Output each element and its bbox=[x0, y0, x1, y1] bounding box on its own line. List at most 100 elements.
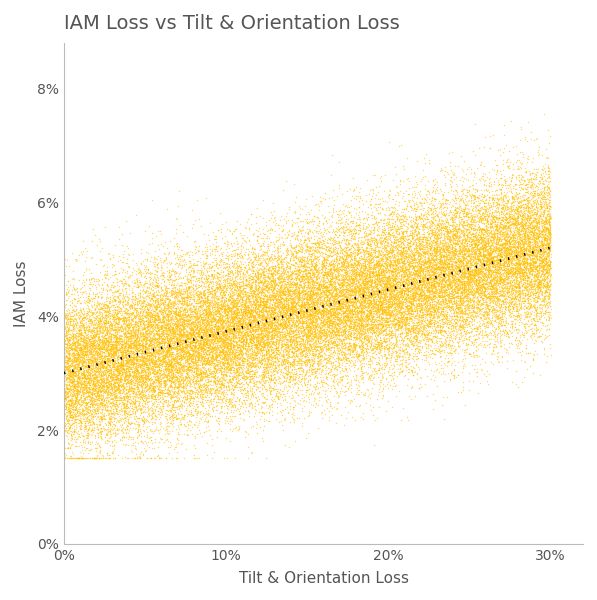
Point bbox=[91, 371, 101, 381]
Point bbox=[321, 284, 330, 293]
Point bbox=[387, 298, 397, 308]
Point bbox=[110, 337, 119, 347]
Point bbox=[297, 316, 306, 326]
Point bbox=[310, 368, 320, 377]
Point bbox=[275, 316, 285, 326]
Point bbox=[61, 333, 71, 343]
Point bbox=[118, 337, 128, 346]
Point bbox=[255, 311, 264, 320]
Point bbox=[160, 388, 170, 398]
Point bbox=[107, 365, 116, 375]
Point bbox=[340, 254, 349, 264]
Point bbox=[509, 277, 519, 287]
Point bbox=[69, 374, 79, 383]
Point bbox=[207, 369, 216, 379]
Point bbox=[237, 319, 247, 329]
Point bbox=[227, 317, 236, 327]
Point bbox=[487, 219, 496, 229]
Point bbox=[250, 286, 259, 295]
Point bbox=[365, 256, 374, 266]
Point bbox=[270, 263, 280, 273]
Point bbox=[158, 383, 168, 392]
Point bbox=[64, 379, 73, 389]
Point bbox=[331, 404, 341, 414]
Point bbox=[383, 257, 392, 267]
Point bbox=[244, 302, 253, 312]
Point bbox=[186, 328, 195, 337]
Point bbox=[387, 250, 397, 260]
Point bbox=[519, 230, 529, 239]
Point bbox=[364, 313, 374, 323]
Point bbox=[467, 279, 477, 289]
Point bbox=[507, 191, 517, 201]
Point bbox=[373, 275, 382, 285]
Point bbox=[482, 269, 491, 279]
Point bbox=[148, 386, 158, 395]
Point bbox=[478, 211, 487, 220]
Point bbox=[500, 217, 510, 227]
Point bbox=[155, 382, 164, 391]
Point bbox=[177, 378, 187, 388]
Point bbox=[106, 414, 116, 424]
Point bbox=[357, 338, 367, 348]
Point bbox=[193, 245, 202, 254]
Point bbox=[535, 251, 544, 261]
Point bbox=[497, 331, 506, 340]
Point bbox=[515, 278, 524, 287]
Point bbox=[494, 245, 504, 255]
Point bbox=[158, 308, 167, 317]
Point bbox=[537, 257, 547, 267]
Point bbox=[380, 307, 389, 316]
Point bbox=[140, 301, 150, 310]
Point bbox=[96, 380, 105, 390]
Point bbox=[521, 326, 531, 336]
Point bbox=[270, 356, 280, 365]
Point bbox=[396, 287, 406, 296]
Point bbox=[371, 297, 381, 307]
Point bbox=[507, 253, 516, 263]
Point bbox=[470, 252, 480, 262]
Point bbox=[263, 372, 272, 382]
Point bbox=[442, 317, 451, 327]
Point bbox=[384, 333, 393, 343]
Point bbox=[90, 439, 100, 448]
Point bbox=[256, 307, 266, 316]
Point bbox=[72, 362, 82, 371]
Point bbox=[202, 371, 211, 381]
Point bbox=[310, 332, 320, 342]
Point bbox=[64, 285, 74, 295]
Point bbox=[217, 321, 227, 331]
Point bbox=[322, 273, 332, 283]
Point bbox=[466, 190, 475, 200]
Point bbox=[210, 320, 220, 330]
Point bbox=[244, 341, 253, 351]
Point bbox=[387, 344, 397, 353]
Point bbox=[272, 248, 282, 257]
Point bbox=[402, 275, 411, 284]
Point bbox=[213, 307, 223, 317]
Point bbox=[122, 315, 131, 325]
Point bbox=[430, 231, 440, 241]
Point bbox=[390, 273, 399, 283]
Point bbox=[467, 266, 476, 276]
Point bbox=[467, 221, 476, 231]
Point bbox=[69, 385, 79, 395]
Point bbox=[290, 325, 299, 335]
Point bbox=[195, 300, 205, 310]
Point bbox=[426, 287, 435, 296]
Point bbox=[457, 205, 466, 214]
Point bbox=[276, 308, 286, 317]
Point bbox=[112, 409, 122, 418]
Point bbox=[108, 454, 118, 463]
Point bbox=[72, 375, 82, 385]
Point bbox=[486, 272, 496, 281]
Point bbox=[206, 430, 216, 440]
Point bbox=[476, 211, 485, 221]
Point bbox=[358, 283, 368, 293]
Point bbox=[152, 260, 162, 269]
Point bbox=[507, 255, 517, 265]
Point bbox=[74, 454, 84, 463]
Point bbox=[182, 290, 192, 300]
Point bbox=[500, 293, 510, 303]
Point bbox=[527, 234, 537, 244]
